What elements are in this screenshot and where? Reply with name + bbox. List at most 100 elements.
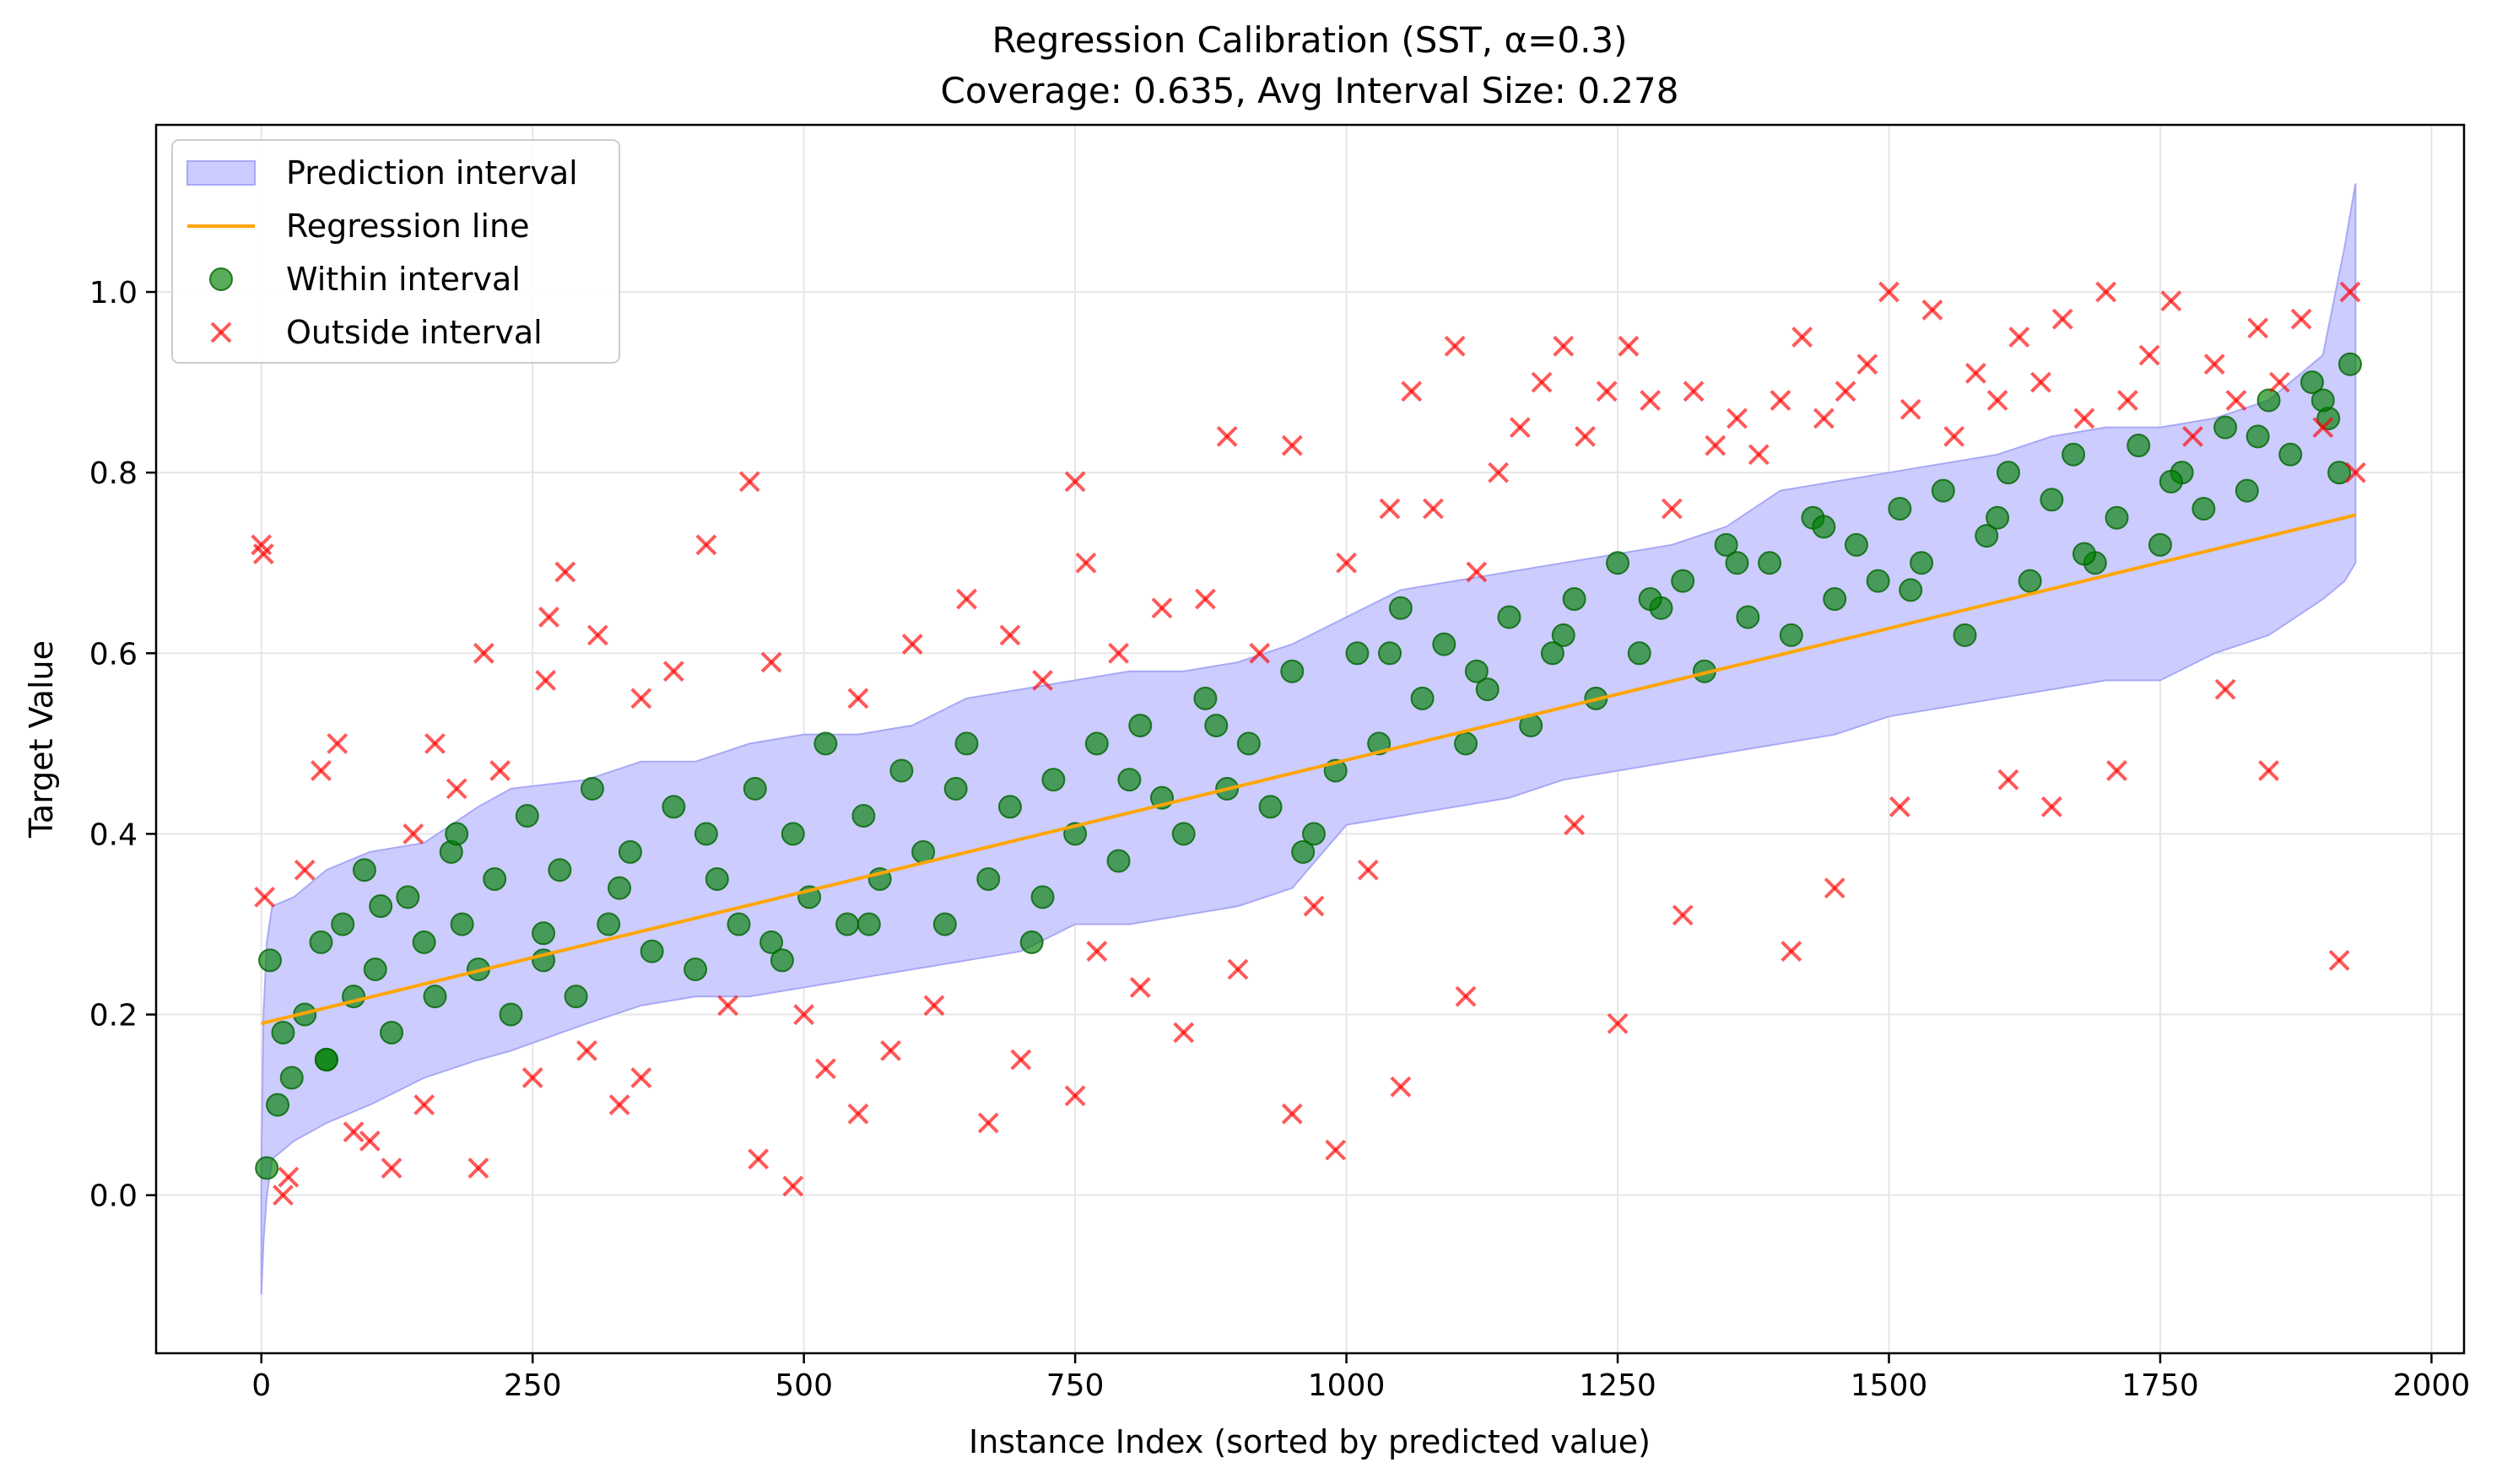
- x-tick-label: 1500: [1851, 1368, 1928, 1403]
- outside-point: [1325, 1139, 1347, 1161]
- outside-point: [1357, 859, 1379, 881]
- outside-point: [535, 669, 557, 691]
- outside-point: [2138, 344, 2160, 366]
- outside-point: [2160, 290, 2182, 312]
- y-tick-label: 1.0: [89, 276, 138, 310]
- within-point: [423, 985, 447, 1009]
- outside-point: [1379, 498, 1401, 520]
- within-interval-points: [255, 352, 2362, 1180]
- within-point: [314, 1048, 338, 1072]
- outside-point: [2073, 407, 2095, 429]
- outside-point: [1997, 769, 2019, 791]
- within-point: [2191, 497, 2216, 521]
- outside-point: [2258, 760, 2279, 781]
- within-point: [1899, 578, 1923, 602]
- outside-point: [1509, 417, 1531, 439]
- within-point: [2245, 424, 2270, 449]
- outside-point: [2247, 317, 2269, 339]
- outside-point: [1921, 299, 1943, 321]
- outside-point: [1032, 669, 1053, 691]
- outside-point: [359, 1130, 381, 1152]
- within-point: [2327, 461, 2352, 485]
- outside-point: [538, 607, 559, 628]
- outside-point: [782, 1175, 804, 1197]
- x-axis-ticks: 0 250 500 750 1000 1250 1500 1750 2000: [251, 1353, 2470, 1403]
- outside-point: [1195, 588, 1216, 610]
- outside-point: [381, 1158, 403, 1179]
- within-point: [976, 866, 1001, 891]
- within-point: [1041, 768, 1066, 792]
- within-point: [954, 731, 979, 756]
- outside-point: [2095, 281, 2117, 303]
- y-axis-label: Target Value: [23, 640, 60, 839]
- outside-point: [311, 760, 332, 781]
- within-point: [835, 912, 860, 936]
- within-point: [1236, 731, 1261, 756]
- within-point: [2213, 415, 2238, 440]
- within-point: [396, 885, 420, 909]
- within-point: [564, 985, 588, 1009]
- outside-point: [1748, 444, 1770, 466]
- outside-point: [294, 859, 316, 881]
- x-tick-label: 500: [775, 1368, 833, 1403]
- y-tick-label: 0.8: [89, 456, 138, 491]
- outside-point: [999, 624, 1021, 646]
- within-point: [532, 921, 556, 946]
- within-point: [279, 1066, 304, 1090]
- outside-point: [1791, 326, 1813, 348]
- outside-point: [717, 995, 739, 1017]
- outside-point: [1086, 941, 1108, 963]
- y-tick-label: 0.4: [89, 818, 138, 852]
- within-point: [889, 758, 914, 783]
- within-point: [1367, 731, 1392, 756]
- legend-swatch-interval: [186, 160, 256, 186]
- within-point: [1410, 686, 1435, 710]
- outside-point: [2182, 425, 2203, 447]
- outside-point: [1390, 1076, 1412, 1098]
- within-point: [781, 822, 805, 846]
- outside-point: [446, 778, 467, 800]
- outside-point: [901, 634, 923, 656]
- within-point: [1562, 587, 1586, 612]
- within-point: [1844, 532, 1868, 557]
- within-point: [662, 795, 686, 819]
- within-point: [1030, 885, 1055, 909]
- within-point: [1193, 686, 1218, 710]
- outside-point: [977, 1112, 999, 1134]
- within-point: [1432, 632, 1456, 656]
- within-point: [483, 866, 507, 891]
- outside-point: [1281, 1103, 1303, 1125]
- outside-point: [1129, 976, 1151, 998]
- within-point: [997, 795, 1022, 819]
- outside-point: [1564, 814, 1586, 836]
- outside-point: [2214, 678, 2236, 700]
- within-point: [363, 958, 387, 981]
- outside-point: [2040, 796, 2062, 818]
- outside-point: [473, 642, 494, 664]
- within-point: [1388, 596, 1413, 620]
- outside-point: [1835, 380, 1856, 402]
- outside-point: [1227, 958, 1249, 980]
- outside-point: [273, 1185, 294, 1206]
- within-point: [1497, 605, 1521, 629]
- within-point: [618, 839, 642, 864]
- within-point: [1758, 551, 1782, 575]
- within-point: [1714, 532, 1738, 557]
- prediction-interval-band: [260, 183, 2357, 1295]
- outside-point: [1151, 597, 1173, 619]
- within-point: [1475, 677, 1500, 702]
- outside-point: [1064, 1085, 1086, 1107]
- outside-point: [738, 471, 760, 493]
- within-point: [1910, 551, 1934, 575]
- within-point: [1106, 849, 1131, 873]
- within-point: [2018, 569, 2042, 593]
- within-point: [2126, 434, 2151, 458]
- outside-point: [1444, 335, 1466, 357]
- within-point: [597, 912, 621, 936]
- outside-point: [1683, 380, 1705, 402]
- within-point: [2299, 370, 2324, 395]
- outside-point: [2290, 308, 2312, 330]
- outside-point: [2345, 461, 2366, 483]
- outside-point: [1705, 434, 1727, 456]
- within-point: [352, 858, 376, 882]
